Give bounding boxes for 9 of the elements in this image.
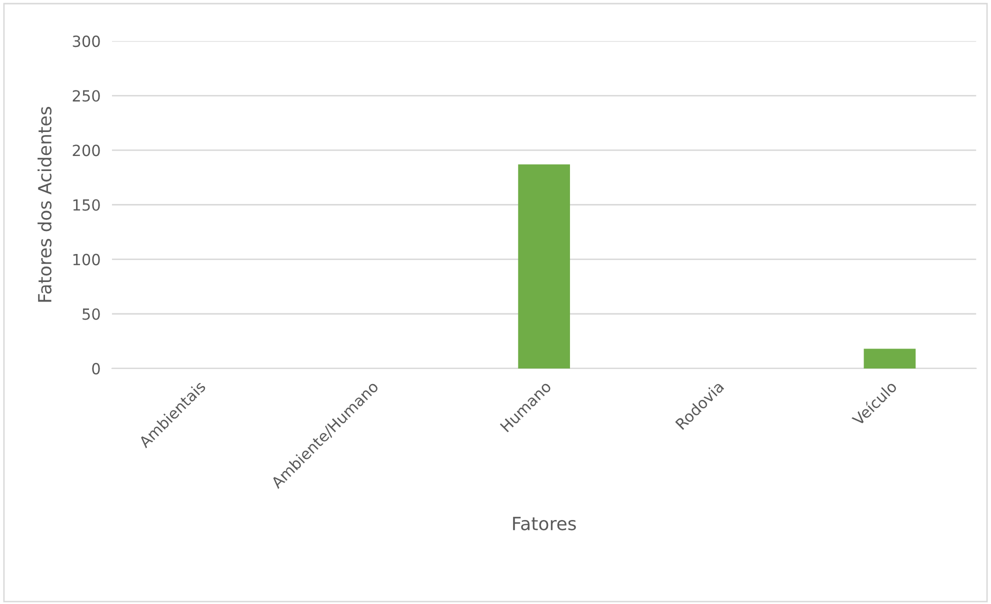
y-tick-label: 0: [92, 362, 100, 374]
y-tick-label: 200: [72, 144, 100, 156]
x-axis-title: Fatores: [513, 516, 576, 530]
y-tick-label: 150: [73, 199, 100, 211]
y-tick-label: 300: [72, 36, 100, 48]
y-tick-label: 50: [82, 308, 100, 320]
y-tick-label: 100: [73, 254, 100, 266]
y-tick-label: 250: [72, 90, 100, 102]
y-axis-title: Fatores dos Acidentes: [38, 106, 52, 302]
